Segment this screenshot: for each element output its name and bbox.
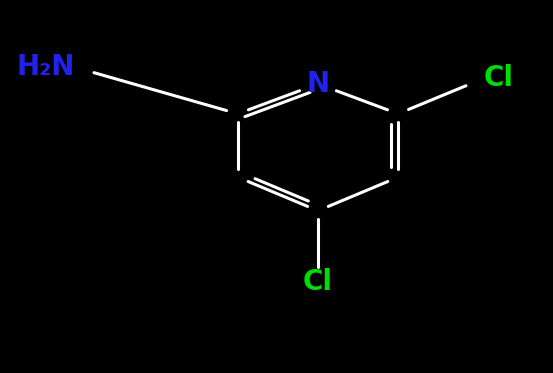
Text: Cl: Cl bbox=[303, 267, 333, 296]
Text: H₂N: H₂N bbox=[16, 53, 75, 81]
Text: N: N bbox=[306, 70, 330, 98]
Text: Cl: Cl bbox=[484, 64, 514, 93]
